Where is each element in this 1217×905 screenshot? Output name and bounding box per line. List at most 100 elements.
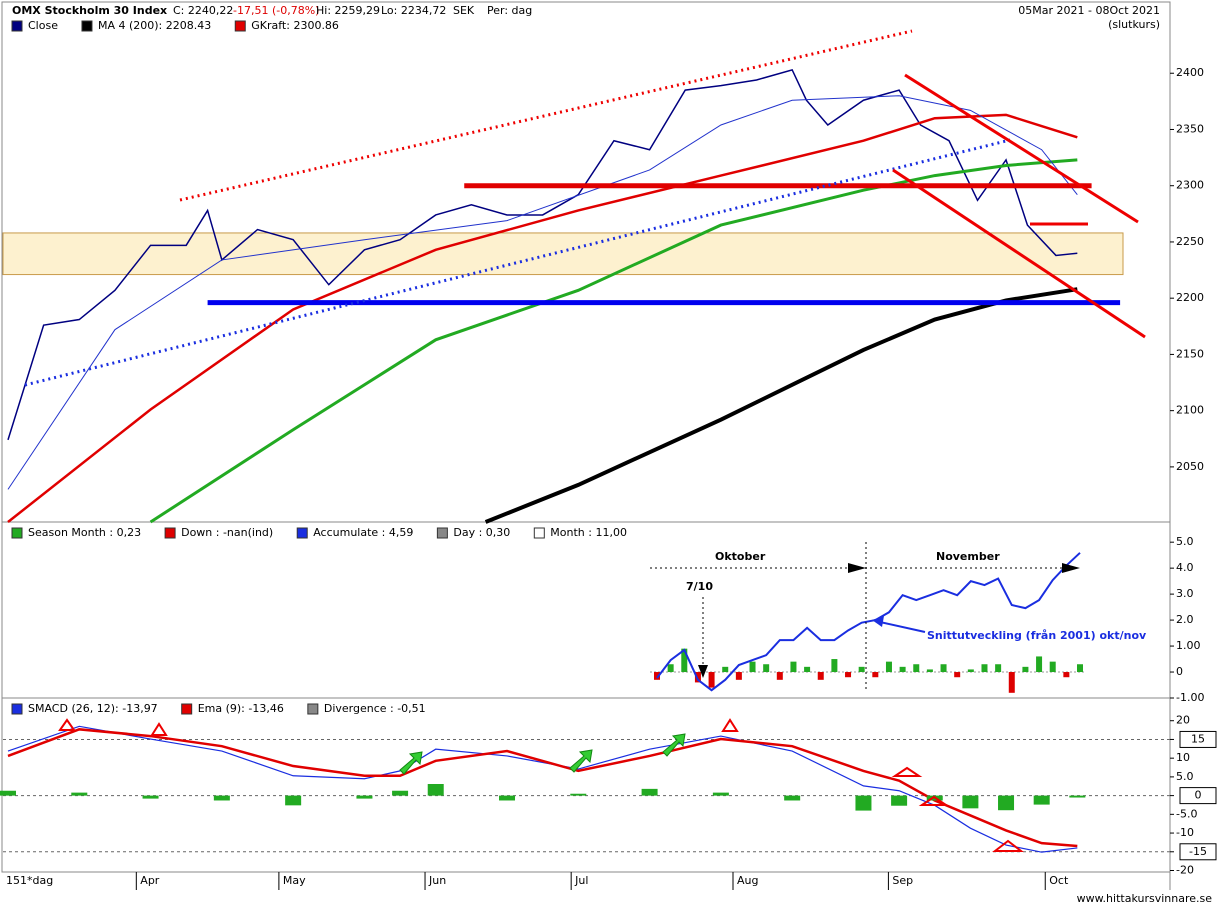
bar (858, 666, 865, 673)
bar (940, 664, 947, 673)
bar (967, 669, 974, 673)
y-tick-label: 2350 (1176, 122, 1204, 135)
trend-line (892, 168, 1146, 339)
arrow-head (1062, 563, 1080, 573)
bar (776, 672, 783, 680)
triangle-marker (58, 718, 76, 731)
bar (356, 795, 373, 799)
annotation: Oktober (715, 550, 766, 563)
y-tick-label: 2100 (1176, 404, 1204, 417)
date-range: 05Mar 2021 - 08Oct 2021 (1018, 4, 1160, 17)
bar (708, 672, 715, 688)
trend-line (904, 73, 1139, 224)
bar (831, 659, 838, 673)
bar (804, 666, 811, 673)
arrow-marker (662, 733, 686, 757)
triangle-marker (918, 795, 950, 806)
legend-label: Season Month : 0,23 (28, 526, 141, 539)
legend-label: Down : -nan(ind) (181, 526, 273, 539)
bar (0, 790, 16, 796)
bar (71, 792, 88, 796)
series-line (656, 552, 1081, 692)
arrow-marker (569, 749, 593, 773)
bar (1036, 656, 1043, 673)
period-label: 151*dag (6, 874, 53, 887)
x-tick-label: Apr (140, 874, 160, 887)
y-tick-label: 3.0 (1176, 587, 1194, 600)
series-line (7, 728, 1078, 848)
bar (995, 664, 1002, 673)
y-tick-label: 2050 (1176, 460, 1204, 473)
arrow-marker (399, 751, 423, 775)
quote: SEK (453, 4, 475, 17)
triangle-marker (992, 839, 1024, 852)
y-tick-label: 15 (1191, 732, 1205, 745)
arrow-head (698, 665, 708, 678)
y-tick-label: 1.00 (1176, 639, 1201, 652)
bar (998, 795, 1015, 811)
annotation: November (936, 550, 1000, 563)
legend-label: Day : 0,30 (453, 526, 510, 539)
triangle-marker (721, 718, 739, 732)
y-tick-label: -5.0 (1176, 807, 1197, 820)
bar (926, 669, 933, 673)
bar (499, 795, 516, 801)
bar (570, 793, 587, 796)
bar (1033, 795, 1050, 805)
band (2, 232, 1124, 276)
bar (913, 664, 920, 673)
bar (845, 672, 852, 678)
y-tick-label: 2200 (1176, 291, 1204, 304)
legend-swatch (181, 703, 193, 715)
bar (1049, 661, 1056, 673)
quote: C: 2240,22 (173, 4, 233, 17)
bar (213, 795, 230, 801)
quote: -17,51 (-0,78%) (233, 4, 319, 17)
y-tick-label: 2300 (1176, 179, 1204, 192)
bar (285, 795, 302, 806)
callout-arrow (879, 621, 926, 633)
legend-label: Accumulate : 4,59 (313, 526, 413, 539)
y-tick-label: 10 (1176, 751, 1190, 764)
legend-swatch (81, 20, 93, 32)
bar (1069, 795, 1086, 798)
x-tick-label: Jul (574, 874, 588, 887)
y-tick-label: -20 (1176, 864, 1194, 877)
bar (962, 795, 979, 809)
triangle-marker (891, 766, 923, 777)
bar (1022, 666, 1029, 673)
bar (954, 672, 961, 678)
tick-box (1179, 843, 1217, 861)
bar (667, 664, 674, 673)
triangle-marker (150, 722, 168, 736)
bar (1063, 672, 1070, 678)
bar (790, 661, 797, 673)
series-line (7, 68, 1078, 441)
signal-markers (58, 718, 1024, 852)
y-tick-label: 2150 (1176, 347, 1204, 360)
bar (427, 784, 444, 796)
bar (1077, 664, 1083, 673)
bar (855, 795, 872, 811)
y-tick-label: -1.00 (1176, 691, 1204, 704)
legend-swatch (11, 703, 23, 715)
legend-swatch (533, 527, 545, 539)
y-tick-label: -10 (1176, 826, 1194, 839)
legend-swatch (164, 527, 176, 539)
annotation: 7/10 (686, 580, 713, 593)
legend-label: Divergence : -0,51 (324, 702, 426, 715)
legend-swatch (234, 20, 246, 32)
x-tick-label: Oct (1049, 874, 1069, 887)
y-tick-label: 0 (1195, 789, 1202, 802)
bar (392, 790, 409, 796)
bar (784, 795, 801, 801)
series-line (149, 158, 1078, 524)
x-tick-label: Jun (428, 874, 446, 887)
legend-label: Ema (9): -13,46 (198, 702, 284, 715)
legend-swatch (436, 527, 448, 539)
bar (654, 672, 660, 680)
quote: Hi: 2259,29 (316, 4, 380, 17)
trend-line (24, 138, 1011, 387)
tick-box (1179, 730, 1217, 748)
